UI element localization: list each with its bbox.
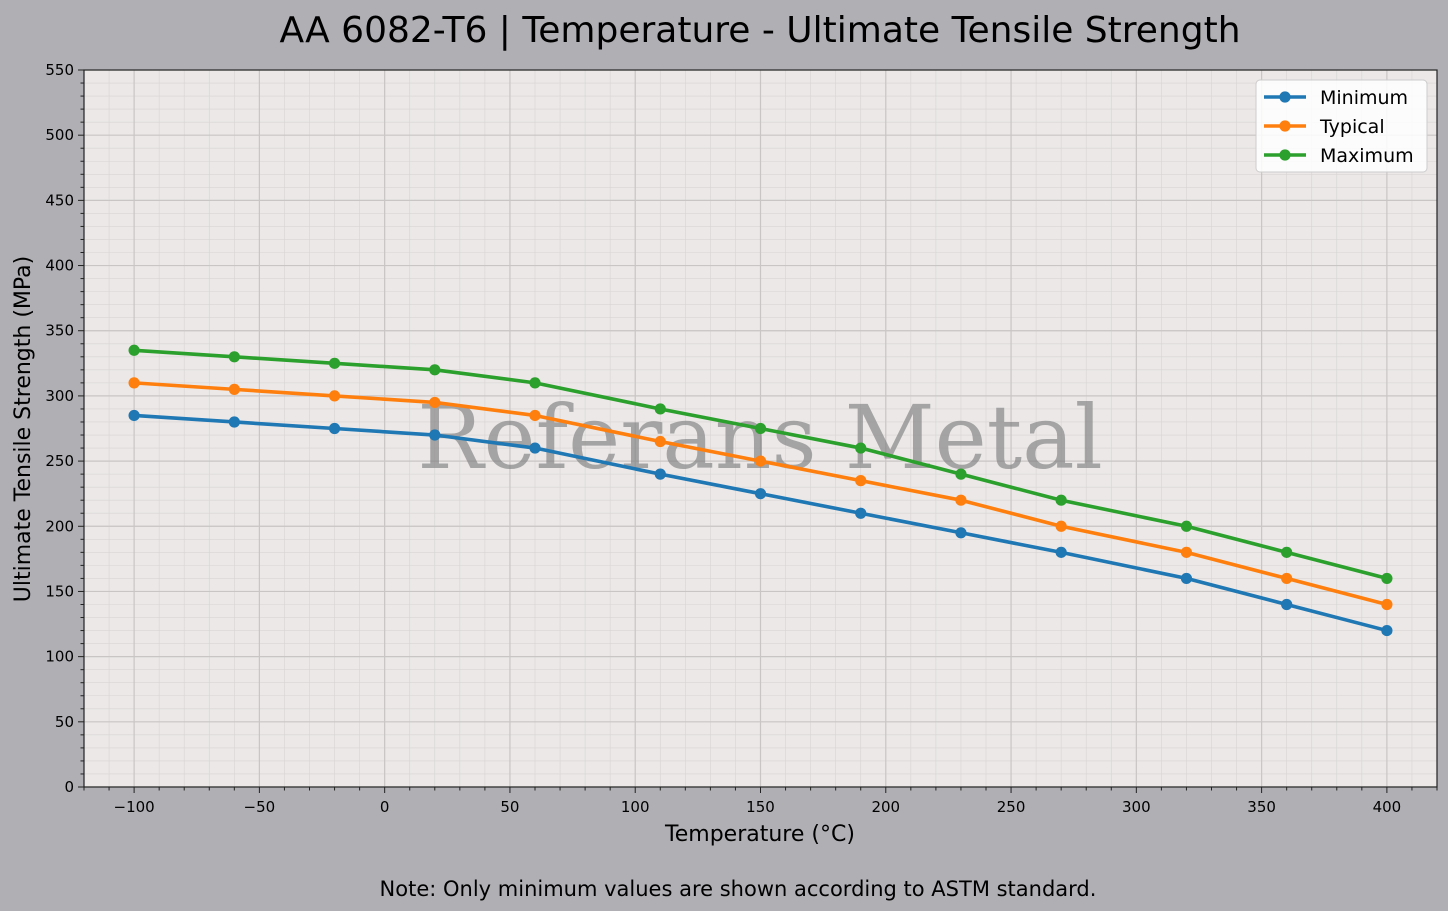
- y-tick-label: 250: [45, 452, 74, 470]
- x-tick-label: 200: [871, 798, 900, 816]
- data-point: [1180, 520, 1193, 532]
- data-point: [855, 475, 867, 487]
- data-point: [1381, 624, 1393, 637]
- data-point: [529, 377, 541, 389]
- x-tick-label: −50: [244, 798, 276, 816]
- x-axis: −100 −50 0 50 100 150 200 250 300 350 400: [83, 787, 1438, 816]
- legend-marker: [1279, 149, 1291, 161]
- footnote: Note: Only minimum values are shown acco…: [380, 877, 1097, 901]
- watermark: Referans Metal: [417, 386, 1102, 489]
- y-tick-label: 150: [45, 582, 74, 600]
- data-point: [955, 527, 967, 539]
- legend-item-minimum: Minimum: [1264, 87, 1408, 109]
- y-tick-label: 100: [45, 648, 74, 666]
- data-point: [1381, 572, 1393, 585]
- legend-label: Maximum: [1320, 145, 1414, 167]
- y-tick-label: 300: [45, 387, 74, 405]
- series-minimum: [128, 409, 1393, 637]
- data-point: [328, 390, 341, 402]
- y-tick-label: 350: [45, 322, 74, 340]
- y-axis: 0 50 100 150 200 250 300 350 400 450 500 550: [45, 61, 84, 796]
- data-point: [754, 422, 767, 435]
- series-layer: [128, 344, 1393, 637]
- data-point: [955, 468, 967, 480]
- y-tick-label: 550: [45, 61, 74, 79]
- x-tick-label: 300: [1122, 798, 1151, 816]
- data-point: [328, 422, 341, 435]
- data-point: [1180, 572, 1193, 585]
- data-point: [654, 468, 666, 480]
- data-point: [754, 455, 767, 467]
- x-tick-label: 100: [621, 798, 650, 816]
- x-tick-label: 400: [1373, 798, 1402, 816]
- series-typical: [128, 377, 1393, 611]
- data-point: [955, 494, 967, 506]
- x-tick-label: 50: [500, 798, 519, 816]
- y-tick-label: 500: [45, 126, 74, 144]
- legend: Minimum Typical Maximum: [1255, 79, 1428, 173]
- data-point: [1180, 546, 1193, 558]
- data-point: [1381, 598, 1393, 611]
- data-point: [228, 383, 240, 395]
- x-axis-label: Temperature (°C): [664, 822, 855, 847]
- data-point: [654, 403, 666, 415]
- legend-label: Minimum: [1320, 87, 1408, 109]
- y-tick-label: 400: [45, 257, 74, 275]
- x-tick-label: −100: [114, 798, 155, 816]
- data-point: [654, 435, 666, 448]
- data-point: [1055, 494, 1067, 506]
- chart-title: AA 6082-T6 | Temperature - Ultimate Tens…: [279, 10, 1240, 51]
- data-point: [1281, 572, 1293, 585]
- data-point: [855, 507, 867, 519]
- data-point: [429, 396, 441, 409]
- legend-marker: [1279, 91, 1291, 103]
- data-point: [328, 357, 341, 369]
- data-point: [228, 416, 240, 428]
- data-point: [429, 429, 441, 441]
- data-point: [228, 351, 240, 363]
- y-tick-label: 200: [45, 517, 74, 535]
- y-tick-label: 0: [64, 778, 74, 796]
- y-tick-label: 50: [55, 713, 74, 731]
- x-tick-label: 250: [997, 798, 1026, 816]
- y-tick-label: 450: [45, 191, 74, 209]
- legend-box: [1255, 79, 1428, 173]
- data-point: [855, 442, 867, 454]
- data-point: [529, 442, 541, 454]
- legend-label: Typical: [1319, 116, 1385, 138]
- data-point: [1281, 546, 1293, 558]
- legend-item-maximum: Maximum: [1264, 145, 1414, 167]
- data-point: [128, 377, 140, 389]
- x-tick-label: 0: [380, 798, 390, 816]
- series-maximum: [128, 344, 1393, 585]
- data-point: [754, 488, 767, 500]
- data-point: [529, 409, 541, 422]
- y-axis-label: Ultimate Tensile Strength (MPa): [11, 256, 36, 602]
- data-point: [128, 409, 140, 422]
- legend-item-typical: Typical: [1264, 116, 1385, 138]
- data-point: [1055, 546, 1067, 558]
- data-point: [1055, 520, 1067, 532]
- x-tick-label: 350: [1247, 798, 1276, 816]
- data-point: [1281, 598, 1293, 611]
- data-point: [429, 364, 441, 376]
- data-point: [128, 344, 140, 356]
- x-tick-label: 150: [746, 798, 775, 816]
- legend-marker: [1279, 120, 1291, 132]
